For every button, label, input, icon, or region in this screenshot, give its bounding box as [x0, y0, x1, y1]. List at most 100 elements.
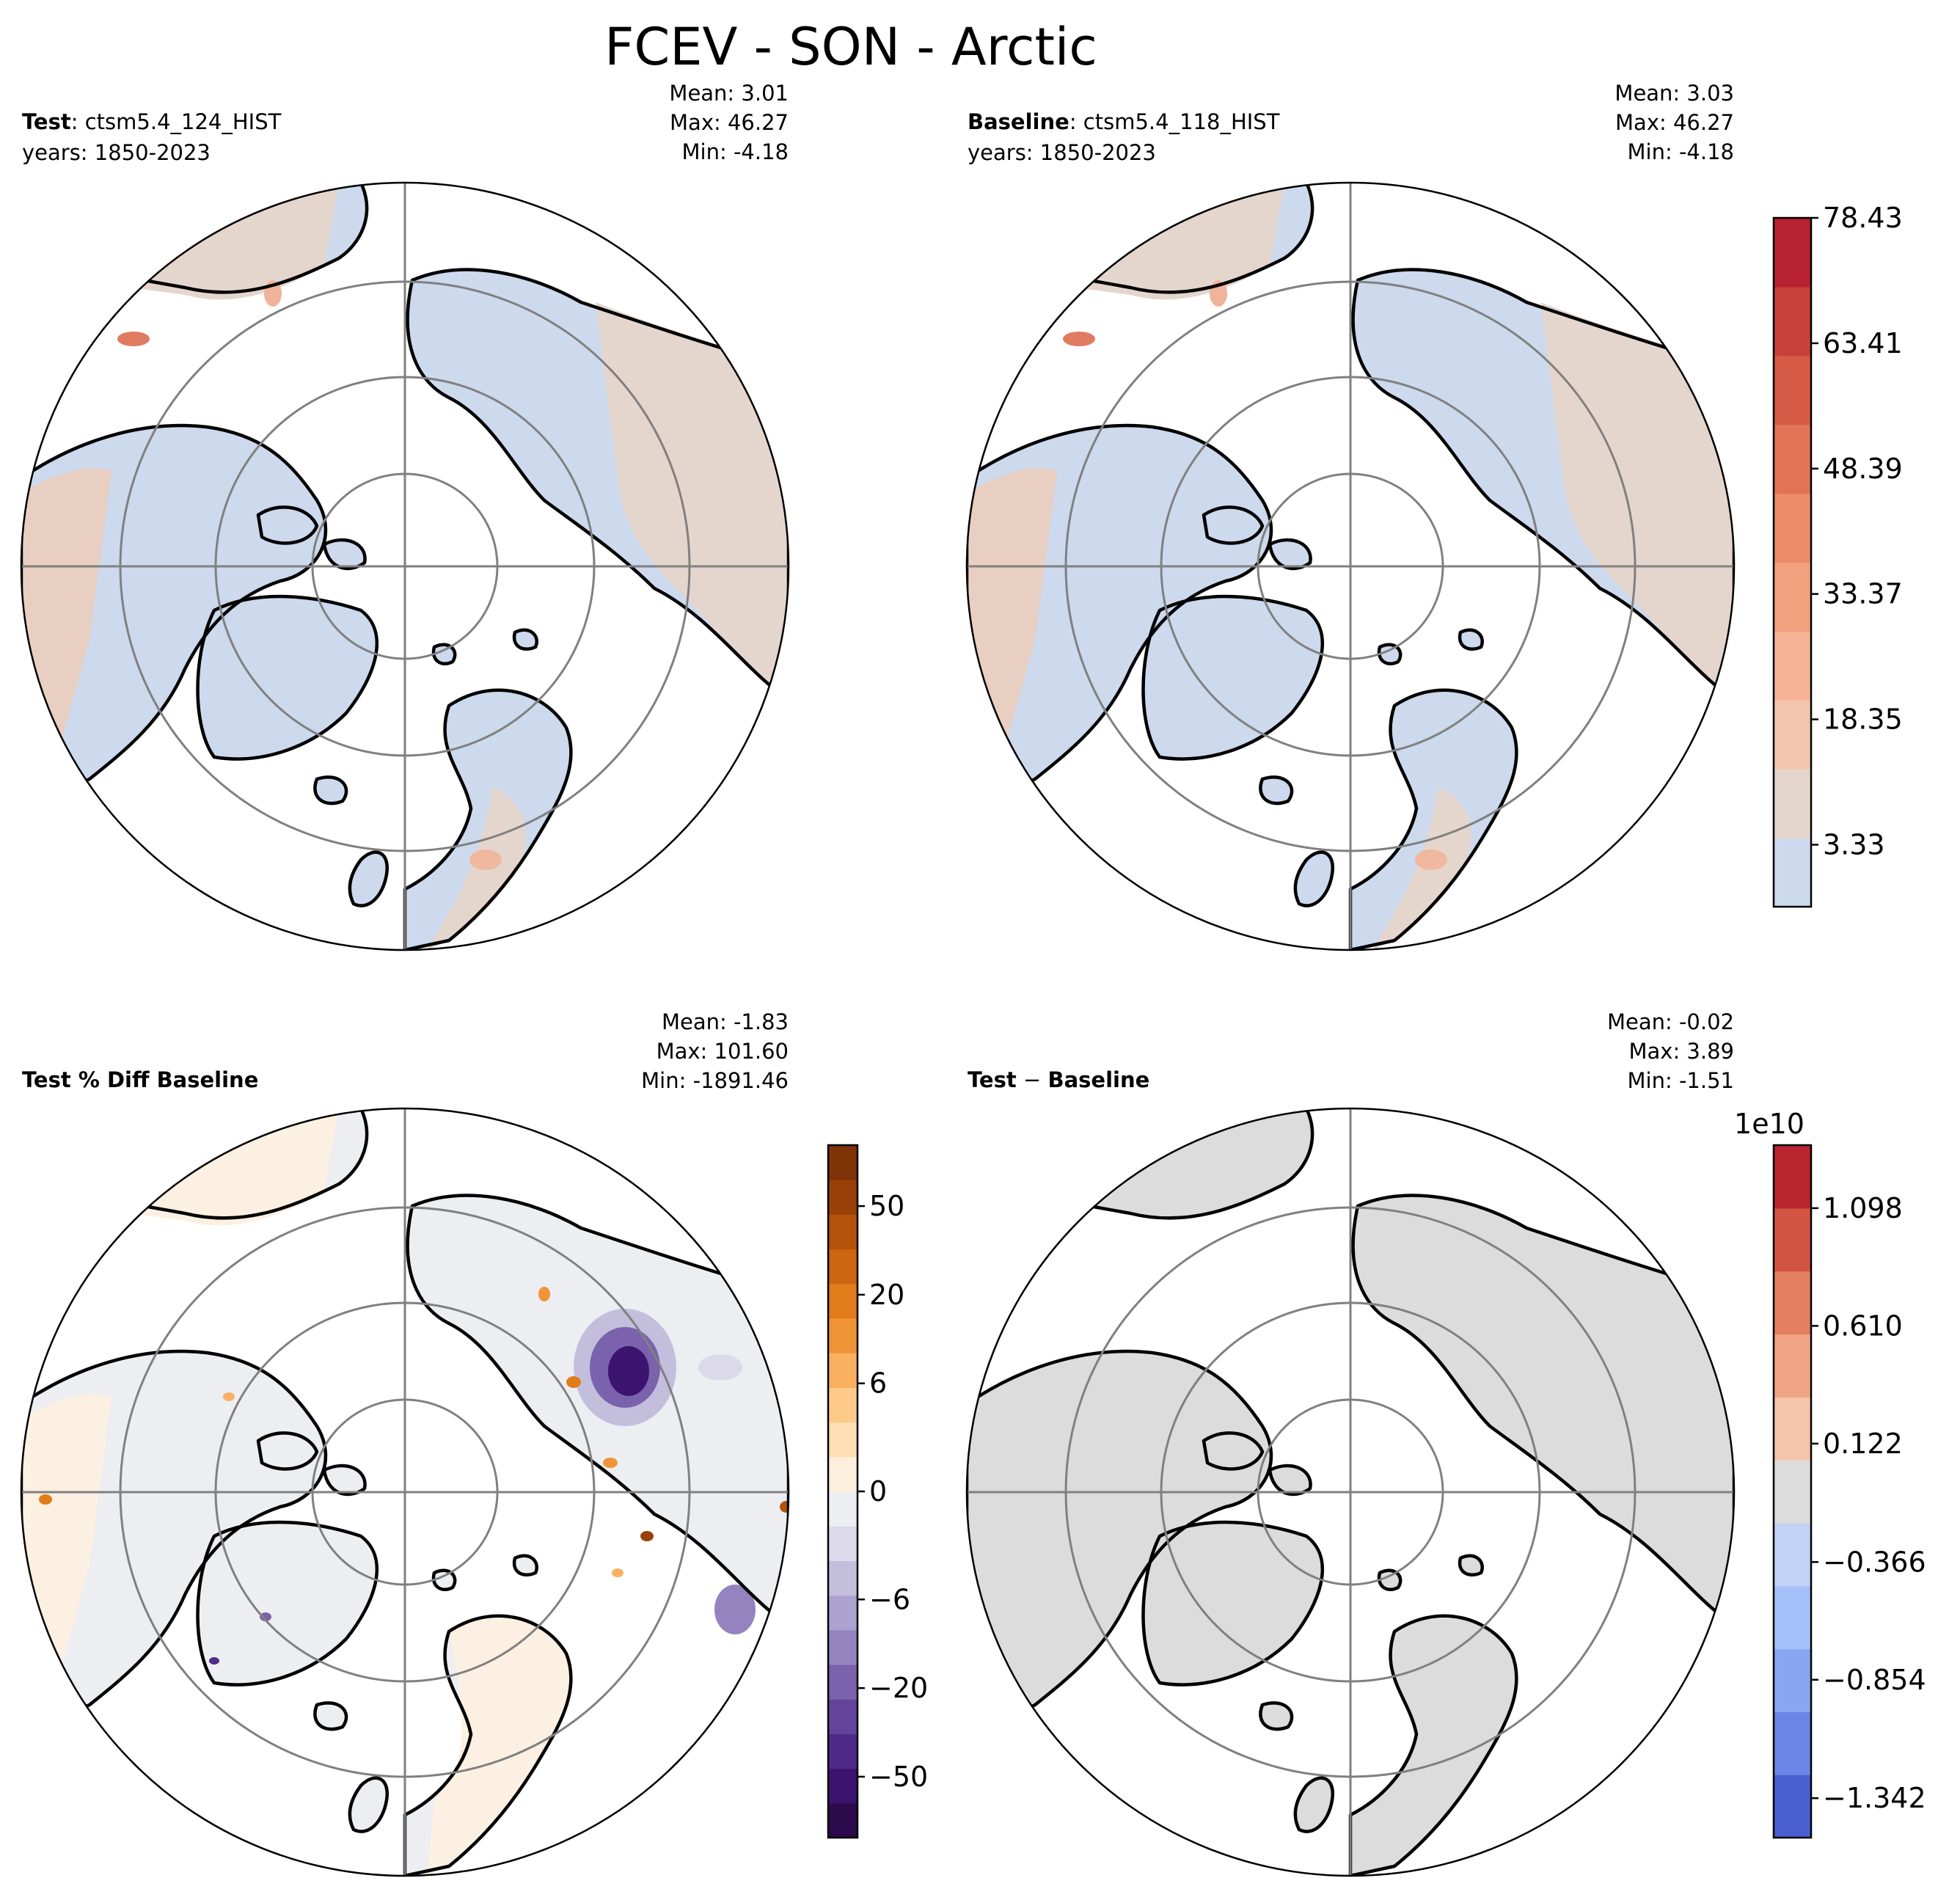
- pct-colorbar: 50 20 6 0 −6 −20 −50: [827, 1144, 928, 1839]
- pct-colorbar-segment: [828, 1145, 858, 1180]
- diff-colorbar-segment: [1774, 1648, 1811, 1712]
- diff-colorbar-tick-label: 0.610: [1823, 1309, 1903, 1342]
- pctdiff-min: Min: -1891.46: [641, 1068, 789, 1093]
- diff-colorbar-segment: [1774, 1334, 1811, 1397]
- pct-colorbar-segment: [828, 1422, 858, 1458]
- figure-title: FCEV - SON - Arctic: [604, 17, 1097, 77]
- diff-colorbar-segment: [1774, 1711, 1811, 1775]
- diff-colorbar-tick-label: −0.854: [1823, 1664, 1926, 1696]
- top-colorbar-tick-label: 63.41: [1823, 327, 1903, 359]
- baseline-map: [967, 183, 1734, 950]
- diff-colorbar-multiplier: 1e10: [1734, 1108, 1804, 1140]
- diff-min: Min: -1.51: [1628, 1068, 1734, 1093]
- diff-colorbar-frame: [1772, 1144, 1813, 1839]
- diff-colorbar-tick-label: 1.098: [1823, 1192, 1903, 1224]
- top-colorbar-frame: [1772, 216, 1813, 908]
- test-max: Max: 46.27: [670, 110, 789, 135]
- panel-test: Test: ctsm5.4_124_HIST years: 1850-2023 …: [20, 81, 790, 951]
- baseline-label: Baseline: ctsm5.4_118_HIST: [968, 109, 1280, 134]
- pct-colorbar-tick-label: −20: [869, 1672, 928, 1704]
- diff-colorbar-segments: [1774, 1145, 1811, 1838]
- top-colorbar-tick-label: 33.37: [1823, 578, 1903, 610]
- pct-colorbar-segment: [828, 1456, 858, 1492]
- top-colorbar-ticks: 78.43 63.41 48.39 33.37 18.35 3.33: [1811, 202, 1903, 861]
- panel-diff: Test − Baseline Mean: -0.02 Max: 3.89 Mi…: [965, 1009, 1736, 1877]
- pct-colorbar-tick-label: 0: [869, 1475, 887, 1508]
- diff-colorbar: 1e10 1.098 0.610 0.122 −0.366 −0.854 −1.342: [1734, 1108, 1926, 1839]
- diff-colorbar-tick-label: −1.342: [1823, 1782, 1926, 1814]
- top-colorbar-tick-label: 3.33: [1823, 828, 1885, 861]
- panel-pctdiff: Test % Diff Baseline Mean: -1.83 Max: 10…: [20, 1009, 790, 1877]
- pctdiff-label: Test % Diff Baseline: [22, 1067, 258, 1092]
- diff-colorbar-segment: [1774, 1460, 1811, 1524]
- top-colorbar-segment: [1774, 631, 1811, 701]
- pct-colorbar-segment: [828, 1249, 858, 1285]
- diff-map: [967, 1108, 1734, 1876]
- baseline-map-border: [965, 181, 1736, 951]
- top-colorbar-segment: [1774, 355, 1811, 425]
- top-colorbar-segments: [1774, 218, 1811, 907]
- diff-graticule: [967, 1108, 1734, 1876]
- top-colorbar-segment: [1774, 838, 1811, 907]
- test-label: Test: ctsm5.4_124_HIST: [22, 109, 282, 134]
- pct-colorbar-segment: [828, 1526, 858, 1561]
- diff-colorbar-segment: [1774, 1271, 1811, 1335]
- pctdiff-graticule: [21, 1108, 789, 1876]
- panel-baseline: Baseline: ctsm5.4_118_HIST years: 1850-2…: [965, 81, 1736, 951]
- pct-colorbar-tick-label: 20: [869, 1279, 904, 1311]
- test-map: [21, 183, 789, 950]
- baseline-max: Max: 46.27: [1615, 110, 1734, 135]
- pct-colorbar-segment: [828, 1387, 858, 1423]
- diff-colorbar-ticks: 1.098 0.610 0.122 −0.366 −0.854 −1.342: [1811, 1192, 1926, 1814]
- pct-colorbar-segment: [828, 1595, 858, 1631]
- test-mean: Mean: 3.01: [669, 81, 789, 106]
- diff-colorbar-tick-label: −0.366: [1823, 1546, 1926, 1578]
- test-min: Min: -4.18: [682, 139, 789, 164]
- top-colorbar-tick-label: 18.35: [1823, 704, 1903, 736]
- pct-colorbar-segment: [828, 1629, 858, 1665]
- top-colorbar-tick-label: 78.43: [1823, 202, 1903, 234]
- test-map-border: [20, 181, 790, 951]
- top-colorbar-segment: [1774, 218, 1811, 288]
- test-years: years: 1850-2023: [22, 140, 211, 165]
- top-colorbar-tick-label: 48.39: [1823, 453, 1903, 485]
- pct-colorbar-tick-label: 50: [869, 1190, 904, 1222]
- diff-colorbar-segment: [1774, 1775, 1811, 1838]
- diff-colorbar-segment: [1774, 1207, 1811, 1272]
- top-colorbar-segment: [1774, 700, 1811, 770]
- pctdiff-map: [21, 1108, 789, 1876]
- pctdiff-mean: Mean: -1.83: [662, 1009, 789, 1034]
- pct-colorbar-tick-label: −50: [869, 1761, 928, 1793]
- top-colorbar-segment: [1774, 562, 1811, 632]
- pct-colorbar-segment: [828, 1318, 858, 1353]
- diff-colorbar-tick-label: 0.122: [1823, 1428, 1903, 1460]
- pct-colorbar-segments: [828, 1145, 858, 1838]
- baseline-min: Min: -4.18: [1628, 139, 1734, 164]
- pct-colorbar-segment: [828, 1491, 858, 1527]
- test-graticule: [21, 183, 789, 950]
- pct-colorbar-segment: [828, 1353, 858, 1388]
- pct-colorbar-segment: [828, 1180, 858, 1215]
- diff-mean: Mean: -0.02: [1607, 1009, 1734, 1034]
- pct-colorbar-segment: [828, 1560, 858, 1596]
- top-colorbar-segment: [1774, 769, 1811, 838]
- pct-colorbar-ticks: 50 20 6 0 −6 −20 −50: [858, 1190, 928, 1793]
- pct-colorbar-tick-label: −6: [869, 1583, 910, 1615]
- pctdiff-max: Max: 101.60: [657, 1039, 789, 1064]
- diff-map-border: [965, 1107, 1736, 1877]
- top-colorbar-segment: [1774, 424, 1811, 494]
- pct-colorbar-segment: [828, 1768, 858, 1804]
- top-colorbar-segment: [1774, 286, 1811, 357]
- top-colorbar-segment: [1774, 493, 1811, 563]
- diff-max: Max: 3.89: [1628, 1039, 1734, 1064]
- diff-colorbar-segment: [1774, 1145, 1811, 1209]
- baseline-years: years: 1850-2023: [968, 140, 1156, 165]
- pct-colorbar-segment: [828, 1283, 858, 1319]
- pct-colorbar-segment: [828, 1665, 858, 1700]
- baseline-mean: Mean: 3.03: [1615, 81, 1734, 106]
- diff-label: Test − Baseline: [968, 1067, 1149, 1092]
- pct-colorbar-tick-label: 6: [869, 1367, 887, 1400]
- diff-colorbar-segment: [1774, 1522, 1811, 1587]
- top-colorbar: 78.43 63.41 48.39 33.37 18.35 3.33: [1772, 202, 1903, 908]
